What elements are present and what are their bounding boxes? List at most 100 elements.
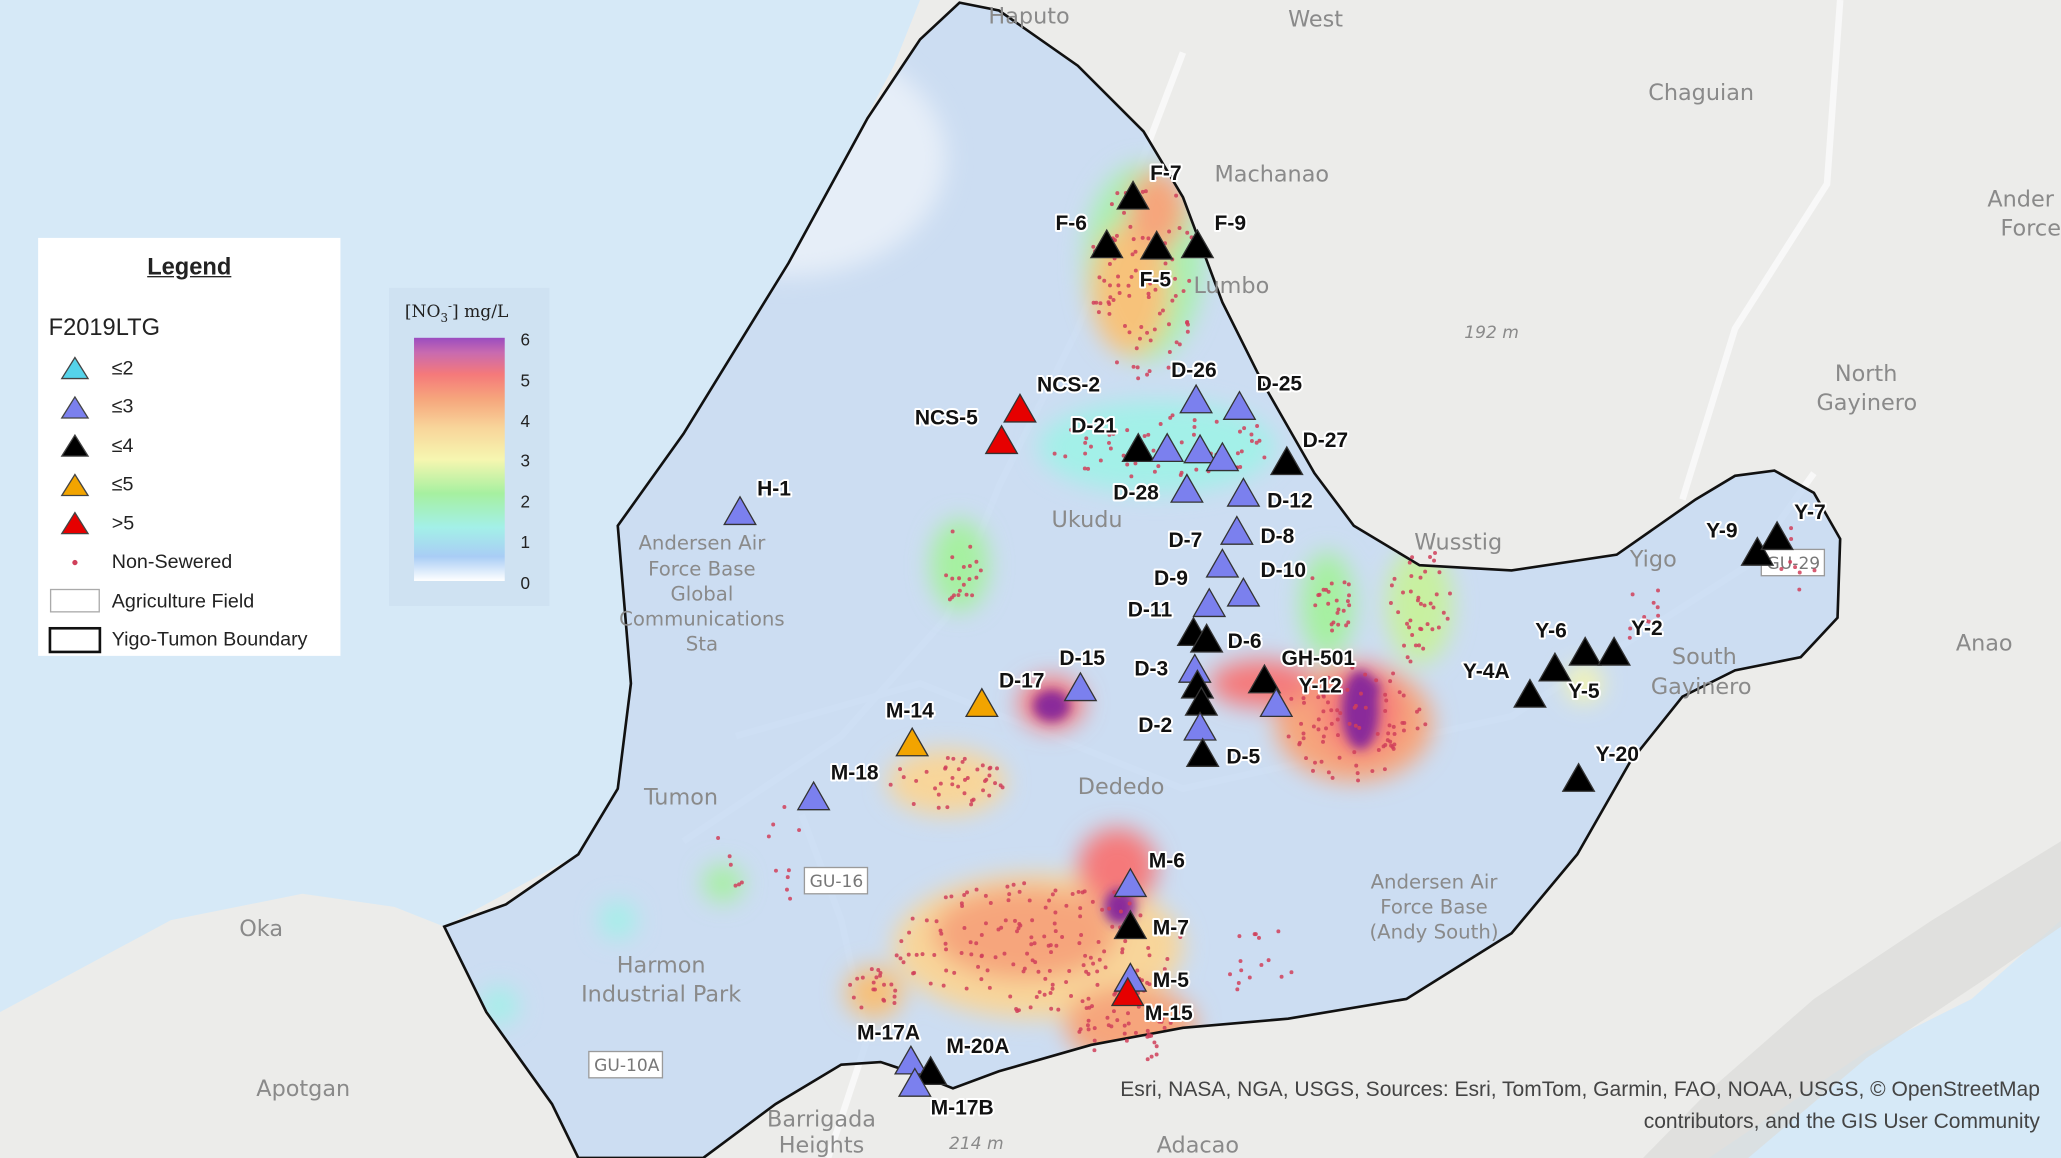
well-m-17a[interactable]: M-17A [855, 1020, 928, 1075]
well-f-7[interactable]: F-7 [1116, 160, 1184, 210]
well-y-6[interactable]: Y-6 [1533, 618, 1603, 666]
non-sewered-point [871, 980, 876, 985]
well-triangle-icon[interactable] [1139, 230, 1174, 260]
well-m-5[interactable]: M-5 [1113, 962, 1191, 994]
well-triangle-icon[interactable] [1247, 663, 1282, 694]
well-d-25[interactable]: D-25 [1222, 370, 1304, 420]
well-h-1[interactable]: H-1 [723, 476, 793, 526]
non-sewered-point [1097, 957, 1102, 962]
well-d-5[interactable]: D-5 [1185, 737, 1262, 771]
well-triangle-icon[interactable] [1205, 548, 1240, 578]
well-triangle-icon[interactable] [1089, 228, 1124, 259]
well-y-20[interactable]: Y-20 [1561, 741, 1641, 792]
well-triangle-icon[interactable] [1113, 909, 1148, 940]
well-d-8[interactable]: D-8 [1219, 515, 1297, 550]
well-triangle-icon[interactable] [897, 1067, 932, 1097]
well-d-21[interactable]: D-21 [1069, 412, 1156, 463]
well-triangle-icon[interactable] [1180, 228, 1215, 259]
well-m-7[interactable]: M-7 [1113, 909, 1191, 942]
non-sewered-point [1326, 601, 1331, 606]
well-d-2[interactable]: D-2 [1136, 711, 1217, 741]
well-m-20a[interactable]: M-20A [913, 1033, 1011, 1086]
well-y-4a[interactable]: Y-4A [1461, 651, 1572, 685]
well-d-15[interactable]: D-15 [1057, 645, 1107, 702]
well-triangle-icon[interactable] [1259, 687, 1294, 718]
well-triangle-icon[interactable] [1063, 671, 1098, 702]
well-triangle-icon[interactable] [723, 495, 757, 526]
well-gh-501[interactable]: GH-501 [1247, 645, 1357, 694]
well-f-5[interactable]: F-5 [1138, 230, 1174, 294]
well-triangle-icon[interactable] [1179, 383, 1214, 414]
well-triangle-icon[interactable] [796, 780, 831, 811]
well-triangle-icon[interactable] [893, 1044, 928, 1075]
well-triangle-icon[interactable] [1538, 651, 1572, 682]
well-label: Y-4A [1463, 660, 1510, 683]
well-triangle-icon[interactable] [1192, 587, 1227, 618]
well-m-6[interactable]: M-6 [1113, 848, 1187, 898]
well-d-7[interactable]: D-7 [1167, 527, 1240, 578]
well-d-17[interactable]: D-17 [997, 667, 1047, 694]
non-sewered-point [1156, 926, 1160, 931]
well-triangle-icon[interactable] [1183, 711, 1217, 741]
well-f-6[interactable]: F-6 [1053, 210, 1124, 259]
well-f-9[interactable]: F-9 [1180, 210, 1248, 259]
well-triangle-icon[interactable] [895, 726, 930, 757]
well-d-12[interactable]: D-12 [1226, 477, 1315, 514]
well-triangle-icon[interactable] [1760, 520, 1794, 551]
well-triangle-icon[interactable] [984, 424, 1019, 455]
well-triangle-icon[interactable] [1185, 737, 1220, 767]
well-triangle-icon[interactable] [1205, 441, 1240, 472]
well-y-7[interactable]: Y-7 [1760, 499, 1828, 551]
well-triangle-icon[interactable] [913, 1055, 948, 1086]
well-triangle-icon[interactable] [1169, 473, 1204, 503]
well-d-26[interactable]: D-26 [1169, 357, 1219, 414]
well-triangle-icon[interactable] [1740, 536, 1775, 566]
non-sewered-point [1108, 283, 1112, 288]
well-m-18[interactable]: M-18 [796, 759, 881, 811]
well-triangle-icon[interactable] [1150, 432, 1185, 463]
non-sewered-point [1299, 721, 1304, 726]
well-d-10[interactable]: D-10 [1226, 557, 1308, 607]
well-triangle-icon[interactable] [1226, 577, 1261, 607]
well-y-12[interactable]: Y-12 [1259, 673, 1344, 718]
well-triangle-icon[interactable] [1121, 432, 1156, 463]
non-sewered-point [1266, 958, 1271, 963]
well-triangle-icon[interactable] [1269, 445, 1304, 476]
well-triangle-icon[interactable] [1222, 390, 1257, 420]
well-triangle-icon[interactable] [1568, 636, 1603, 666]
well-ncs-5[interactable]: NCS-5 [913, 405, 1019, 455]
well-y-2[interactable]: Y-2 [1597, 615, 1665, 666]
well-ncs-2[interactable]: NCS-2 [1003, 372, 1102, 423]
well-triangle-icon[interactable] [1116, 180, 1150, 210]
well-triangle-icon[interactable] [1513, 678, 1547, 708]
well-m-14[interactable]: M-14 [884, 687, 999, 725]
well-m-15[interactable]: M-15 [1110, 976, 1195, 1027]
well-y-9[interactable]: Y-9 [1704, 518, 1775, 566]
well-unlabeled[interactable] [1513, 678, 1547, 708]
well-triangle-icon[interactable] [1219, 515, 1254, 545]
non-sewered-point [1049, 1006, 1054, 1011]
well-triangle-icon[interactable] [1183, 433, 1217, 464]
non-sewered-point [983, 921, 988, 926]
well-triangle-icon[interactable] [1110, 976, 1145, 1007]
well-unlabeled[interactable] [1150, 432, 1185, 463]
well-unlabeled[interactable] [895, 726, 930, 757]
well-triangle-icon[interactable] [1003, 392, 1037, 423]
non-sewered-point [1181, 289, 1186, 294]
well-triangle-icon[interactable] [1226, 477, 1261, 507]
well-unlabeled[interactable] [1205, 441, 1240, 472]
well-triangle-icon[interactable] [1189, 623, 1224, 653]
well-d-3[interactable]: D-3 [1132, 653, 1212, 683]
well-m-17b[interactable]: M-17B [897, 1067, 996, 1122]
well-triangle-icon[interactable] [1113, 867, 1148, 898]
well-d-27[interactable]: D-27 [1269, 427, 1350, 476]
well-unlabeled[interactable] [1183, 433, 1217, 464]
well-triangle-icon[interactable] [1561, 762, 1596, 792]
well-d-28[interactable]: D-28 [1111, 473, 1204, 506]
well-triangle-icon[interactable] [964, 687, 999, 718]
well-d-9[interactable]: D-9 [1152, 565, 1227, 618]
well-y-5[interactable]: Y-5 [1566, 678, 1602, 705]
well-d-6[interactable]: D-6 [1189, 623, 1263, 655]
well-triangle-icon[interactable] [1597, 636, 1631, 666]
